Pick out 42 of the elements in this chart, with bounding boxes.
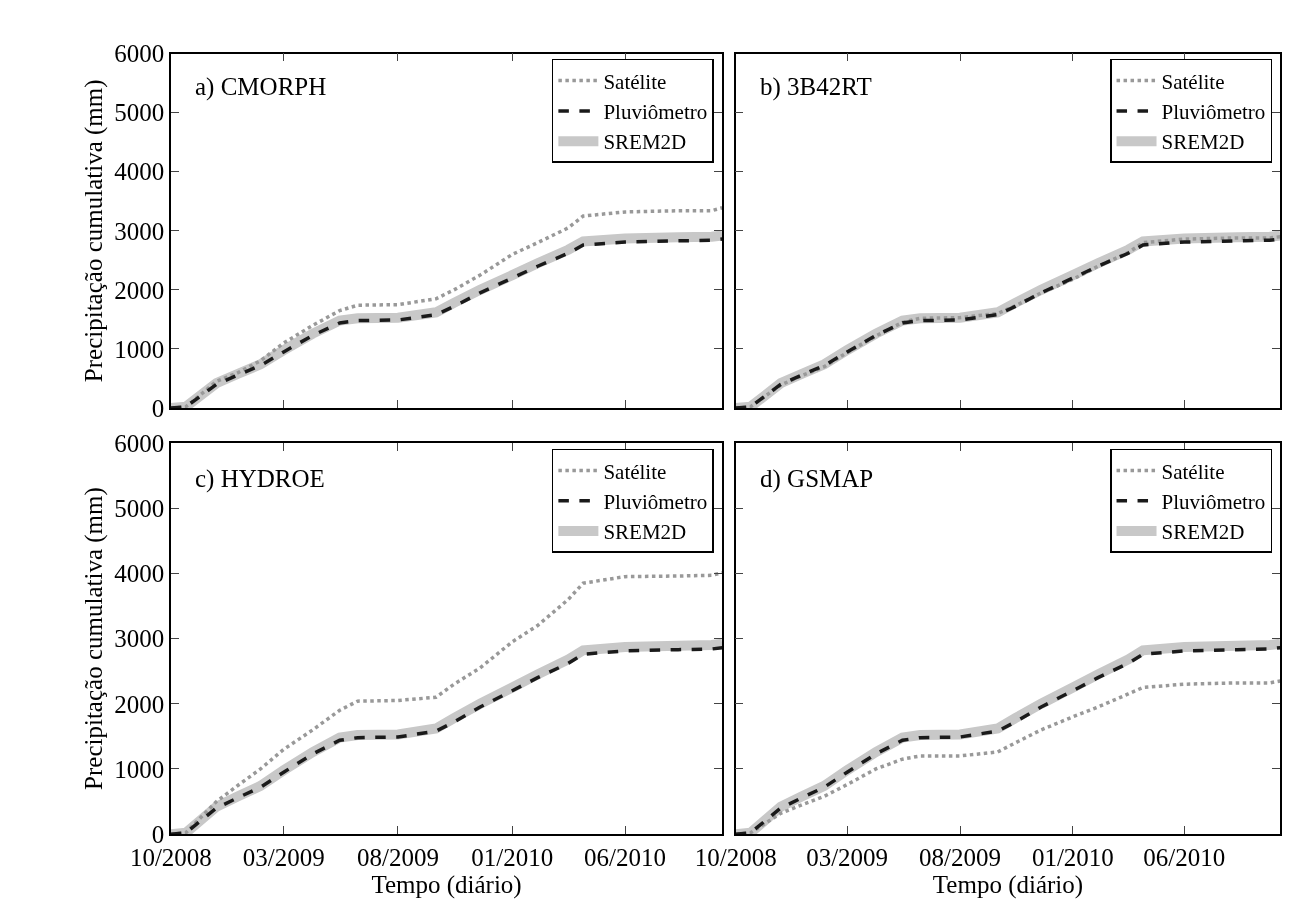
- x-axis-title: Tempo (diário): [932, 870, 1084, 899]
- legend-label: SREM2D: [603, 130, 687, 155]
- y-tick-label: 6000: [114, 40, 165, 68]
- x-tick-label: 06/2010: [1143, 843, 1226, 871]
- x-tick-label: 01/2010: [471, 843, 554, 871]
- text: a) CMORPH: [195, 73, 327, 101]
- y-tick-label: 1000: [114, 755, 165, 783]
- x-tick-label: 10/2008: [694, 843, 777, 871]
- legend-label: SREM2D: [603, 520, 687, 545]
- legend-label: Satélite: [603, 69, 667, 94]
- x-tick-label: 01/2010: [1031, 843, 1114, 871]
- x-tick-label: 08/2009: [357, 843, 439, 871]
- y-tick-label: 3000: [114, 625, 165, 653]
- y-tick-label: 2000: [114, 690, 165, 718]
- y-tick-label: 4000: [114, 560, 165, 588]
- x-tick-label: 03/2009: [242, 843, 325, 871]
- legend-label: Pluviômetro: [1161, 490, 1266, 515]
- y-axis-title: Precipitação cumulativa (mm): [80, 487, 109, 790]
- x-tick-label: 08/2009: [919, 843, 1001, 871]
- y-tick-label: 0: [151, 394, 165, 422]
- y-tick-label: 6000: [114, 429, 165, 457]
- legend-label: SREM2D: [1161, 130, 1245, 155]
- y-tick-label: 5000: [114, 494, 165, 522]
- legend-label: Pluviômetro: [1161, 100, 1266, 125]
- y-axis-title: Precipitação cumulativa (mm): [80, 79, 109, 383]
- legend-label: Pluviômetro: [603, 490, 708, 515]
- x-tick-label: 06/2010: [584, 843, 667, 871]
- legend-label: SREM2D: [1161, 520, 1245, 545]
- text: d) GSMAP: [760, 465, 874, 493]
- legend-label: Satélite: [1161, 459, 1225, 484]
- y-tick-label: 5000: [114, 99, 165, 127]
- y-tick-label: 2000: [114, 276, 165, 304]
- x-axis-title: Tempo (diário): [371, 870, 522, 899]
- text: b) 3B42RT: [760, 73, 872, 101]
- y-tick-label: 1000: [114, 335, 165, 363]
- y-tick-label: 3000: [114, 217, 165, 245]
- legend-label: Pluviômetro: [603, 100, 708, 125]
- legend-label: Satélite: [603, 459, 667, 484]
- y-tick-label: 4000: [114, 158, 165, 186]
- x-tick-label: 03/2009: [806, 843, 889, 871]
- text: c) HYDROE: [195, 465, 325, 493]
- legend-label: Satélite: [1161, 69, 1225, 94]
